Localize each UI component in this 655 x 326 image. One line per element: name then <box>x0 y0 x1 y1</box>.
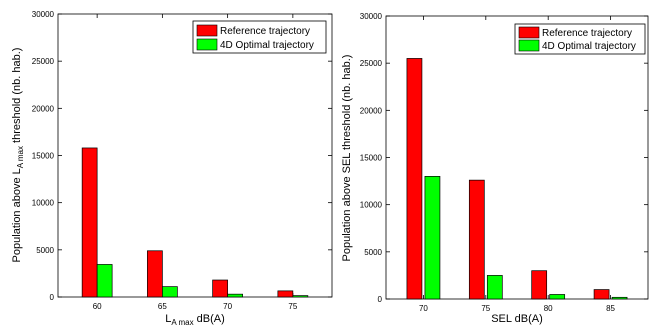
y-tick-label: 25000 <box>360 59 383 68</box>
bar-optimal-75 <box>486 275 503 300</box>
y-tick-label: 10000 <box>360 201 383 210</box>
bar-optimal-85 <box>611 296 628 300</box>
x-axis-label: LA max dB(A) <box>165 313 225 326</box>
y-axis-label: Population above LA max threshold (nb. h… <box>11 48 25 263</box>
y-tick-label: 0 <box>378 295 383 304</box>
y-axis: 0 5000 10000 15000 20000 25000 30000 <box>32 10 332 302</box>
x-axis-label-subscript: A max <box>171 318 193 326</box>
x-tick-label: 80 <box>544 304 553 313</box>
x-tick-label: 70 <box>223 302 232 311</box>
bar-optimal-80 <box>549 294 566 300</box>
y-tick-label: 15000 <box>32 152 55 161</box>
y-tick-label: 0 <box>50 293 55 302</box>
y-tick-label: 5000 <box>364 248 382 257</box>
legend-swatch-reference <box>518 26 540 39</box>
y-axis: 0 5000 10000 15000 20000 25000 30000 <box>360 12 648 304</box>
bar-optimal-65 <box>162 286 178 298</box>
bar-optimal-60 <box>96 264 113 298</box>
bar-optimal-75 <box>292 295 309 298</box>
y-tick-label: 25000 <box>32 57 55 66</box>
x-axis-label: SEL dB(A) <box>491 313 543 325</box>
x-axis-label-main: L <box>165 313 171 325</box>
bar-reference-70 <box>406 58 423 300</box>
bar-optimal-70 <box>227 293 243 298</box>
bars <box>81 147 309 298</box>
x-tick-label: 70 <box>419 304 428 313</box>
x-tick-label: 85 <box>606 304 615 313</box>
bar-reference-65 <box>147 250 163 298</box>
y-tick-label: 20000 <box>32 104 55 113</box>
bar-reference-70 <box>212 279 228 298</box>
x-axis: 70 75 80 85 <box>419 16 616 313</box>
y-tick-label: 20000 <box>360 106 383 115</box>
legend-label-reference: Reference trajectory <box>542 28 632 39</box>
legend: Reference trajectory 4D Optimal trajecto… <box>514 23 646 55</box>
legend-label-optimal: 4D Optimal trajectory <box>542 41 636 52</box>
legend-swatch-reference <box>196 24 218 37</box>
legend: Reference trajectory 4D Optimal trajecto… <box>192 20 327 54</box>
y-tick-label: 30000 <box>32 10 55 19</box>
bar-reference-75 <box>468 179 485 300</box>
x-tick-label: 75 <box>288 302 297 311</box>
bar-reference-85 <box>593 289 610 300</box>
x-tick-label: 65 <box>158 302 167 311</box>
y-tick-label: 5000 <box>36 246 54 255</box>
legend-label-reference: Reference trajectory <box>220 26 310 37</box>
y-axis-label-post: threshold (nb. hab.) <box>11 48 23 146</box>
x-tick-label: 75 <box>481 304 490 313</box>
legend-swatch-optimal <box>518 39 540 52</box>
y-axis-label: Population above SEL threshold (nb. hab.… <box>341 55 353 262</box>
bar-reference-75 <box>277 290 294 298</box>
y-axis-label-subscript: A max <box>16 146 25 168</box>
y-tick-label: 10000 <box>32 199 55 208</box>
x-tick-label: 60 <box>93 302 102 311</box>
legend-swatch-optimal <box>196 38 218 51</box>
x-axis-label-rest: dB(A) <box>194 313 225 325</box>
y-axis-label-pre: Population above L <box>11 168 23 262</box>
bar-optimal-70 <box>424 176 441 300</box>
bar-reference-60 <box>81 147 98 298</box>
plot-area <box>57 13 333 298</box>
bar-reference-80 <box>531 270 548 300</box>
legend-label-optimal: 4D Optimal trajectory <box>220 40 314 51</box>
y-tick-label: 30000 <box>360 12 383 21</box>
bars <box>406 58 628 300</box>
y-tick-label: 15000 <box>360 154 383 163</box>
